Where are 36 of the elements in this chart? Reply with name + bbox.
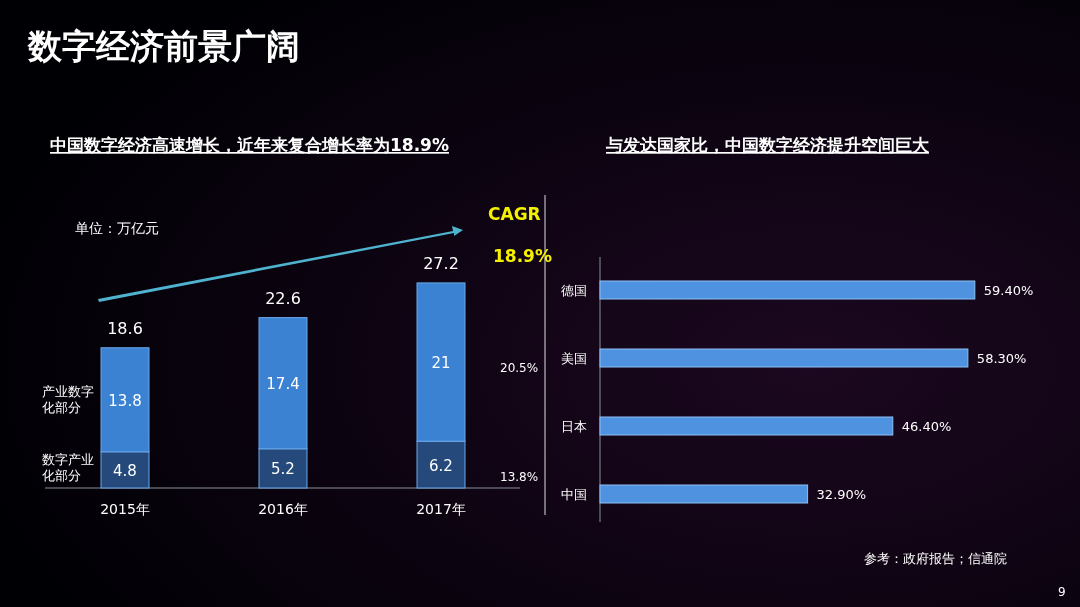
total-label: 18.6 [107,318,143,338]
annotation: 20.5% [500,361,539,375]
y-tick-label: 中国 [561,487,587,502]
y-tick-label: 德国 [561,283,587,298]
chart-subtitle: 中国数字经济高速增长，近年来复合增长率为18.9% [50,135,449,155]
total-label: 27.2 [423,253,459,273]
text: 9 [1058,585,1066,599]
series-label: 数字产业化部分 [42,452,94,483]
bar [599,348,969,368]
bar [599,280,976,300]
data-label: 58.30% [976,351,1027,366]
data-label: 21 [431,354,451,373]
bar [599,484,809,504]
data-label: 17.4 [266,375,300,394]
chart-title: 数字经济前景广阔 [27,26,300,66]
total-label: 22.6 [265,288,301,308]
bar [599,416,894,436]
data-label: 59.40% [983,283,1034,298]
data-label: 46.40% [901,419,952,434]
text: 单位：万亿元 [75,220,159,236]
x-tick-label: 2017年 [416,501,466,517]
y-tick-label: 日本 [561,419,587,434]
chart-title: 与发达国家比，中国数字经济提升空间巨大 [605,135,930,155]
text: 参考：政府报告；信通院 [864,551,1007,566]
x-tick-label: 2015年 [100,501,150,517]
text: CAGR [488,204,541,224]
annotation: 13.8% [500,470,539,484]
data-label: 5.2 [271,460,295,479]
data-label: 32.90% [816,487,867,502]
y-tick-label: 美国 [561,351,587,366]
data-label: 4.8 [113,461,137,480]
x-tick-label: 2016年 [258,501,308,517]
series-label: 产业数字化部分 [42,383,94,415]
data-label: 6.2 [429,456,453,475]
data-label: 13.8 [108,391,142,410]
text: 18.9% [493,246,552,266]
